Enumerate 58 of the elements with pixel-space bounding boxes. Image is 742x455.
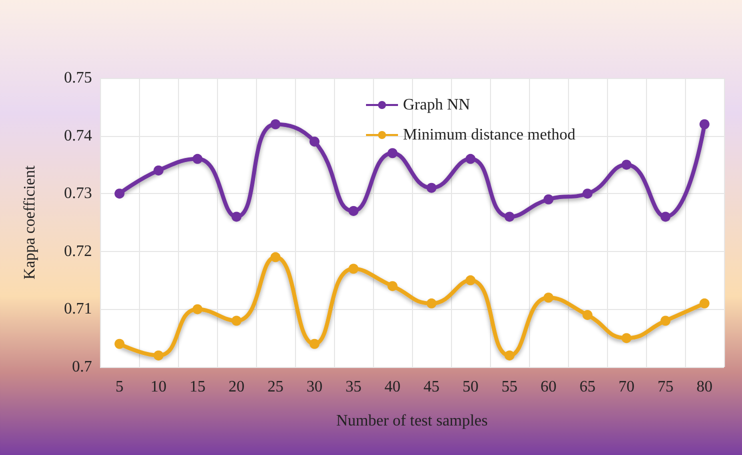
x-tick-label: 75 (658, 378, 674, 396)
point (582, 188, 592, 199)
point (700, 119, 710, 130)
point (388, 281, 398, 292)
x-axis-title: Number of test samples (336, 412, 488, 430)
x-tick-label: 15 (190, 378, 206, 396)
point (700, 298, 710, 308)
x-tick-label: 20 (228, 378, 244, 396)
point (388, 148, 398, 158)
point (466, 275, 476, 286)
point (582, 310, 592, 320)
point (232, 316, 242, 326)
point (232, 212, 242, 222)
legend-label: Graph NN (403, 96, 471, 114)
point (622, 160, 632, 170)
x-tick-label: 35 (346, 378, 362, 396)
point (154, 350, 164, 360)
x-tick-label: 45 (424, 378, 440, 396)
point (504, 350, 514, 360)
point (310, 338, 320, 349)
point (660, 212, 670, 222)
point (426, 182, 436, 193)
x-tick-label: 10 (150, 378, 166, 396)
legend-label: Minimum distance method (403, 126, 576, 144)
point (114, 188, 124, 199)
point (544, 292, 554, 303)
point (348, 264, 358, 274)
y-tick-label: 0.71 (64, 300, 92, 318)
point (192, 154, 202, 164)
y-tick-label: 0.74 (64, 127, 92, 144)
y-tick-label: 0.73 (64, 185, 92, 202)
y-axis-title: Kappa coefficient (22, 165, 38, 280)
point (348, 206, 358, 216)
point (660, 316, 670, 326)
point (504, 212, 514, 222)
x-tick-label: 30 (306, 378, 322, 396)
y-tick-label: 0.75 (64, 70, 92, 86)
x-tick-label: 65 (580, 378, 596, 396)
x-tick-label: 5 (116, 378, 124, 396)
point (544, 194, 554, 204)
x-tick-label: 40 (384, 378, 400, 396)
y-tick-label: 0.72 (64, 242, 92, 260)
point (154, 165, 164, 176)
x-tick-label: 80 (696, 378, 712, 396)
point (270, 119, 280, 130)
x-tick-label: 55 (502, 378, 518, 396)
x-tick-label: 70 (618, 378, 634, 396)
point (114, 338, 124, 349)
point (622, 333, 632, 344)
y-tick-label: 0.7 (72, 358, 92, 376)
x-tick-label: 60 (540, 378, 556, 396)
point (426, 298, 436, 308)
x-tick-label: 25 (268, 378, 284, 396)
point (270, 252, 280, 262)
x-tick-label: 50 (462, 378, 478, 396)
point (310, 136, 320, 147)
point (466, 154, 476, 164)
point (192, 304, 202, 314)
